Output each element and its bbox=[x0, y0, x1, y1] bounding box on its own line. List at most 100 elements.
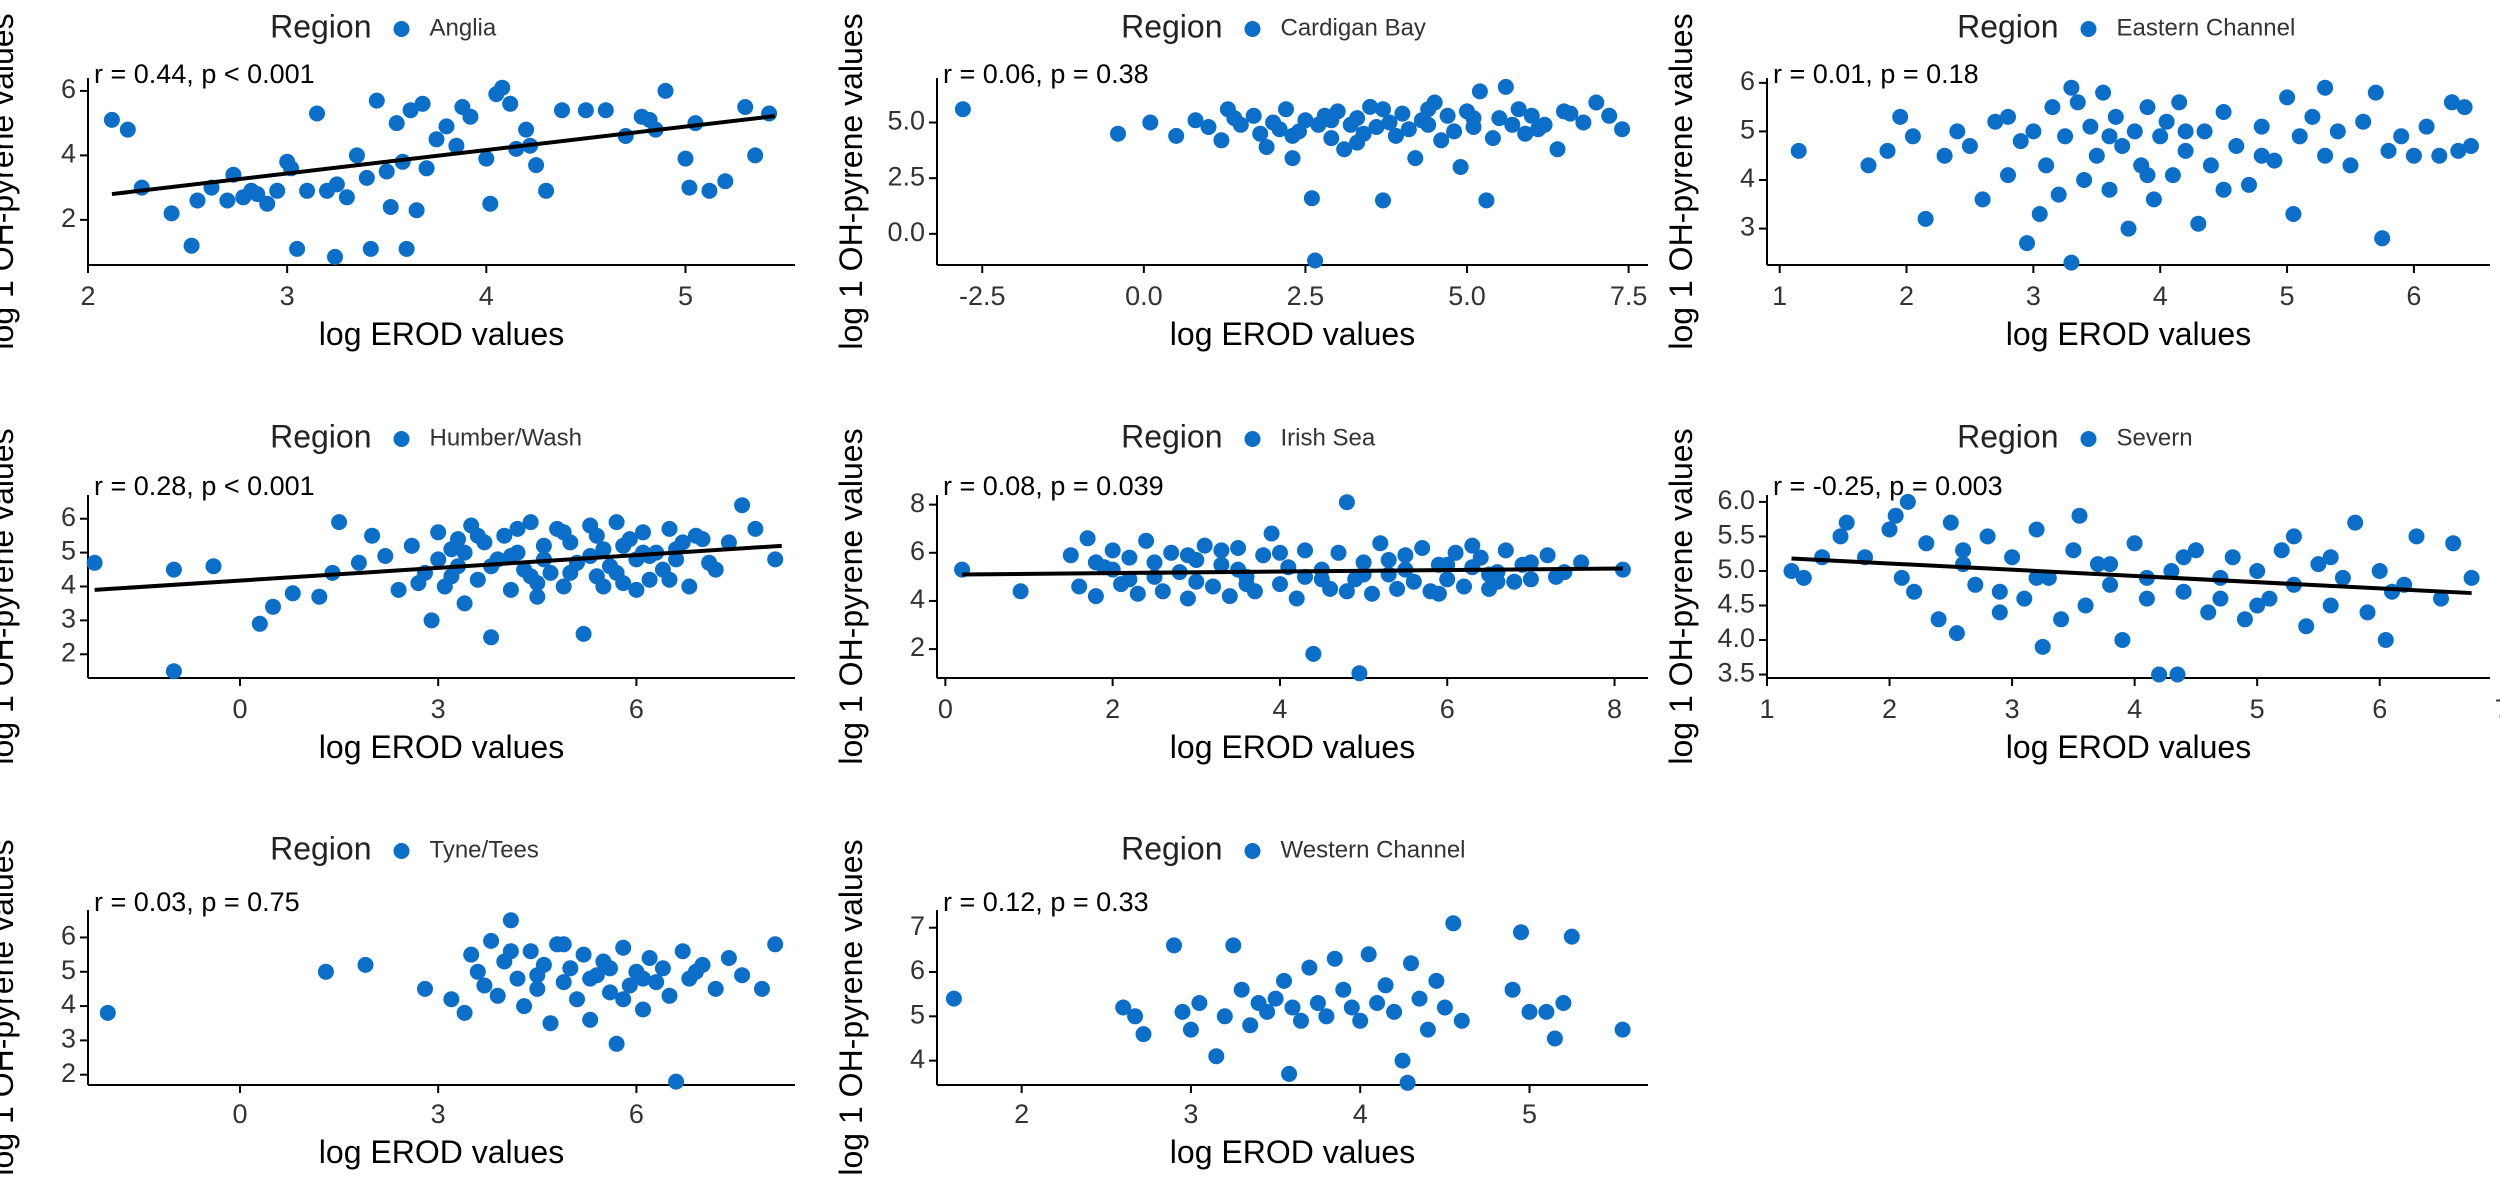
data-point bbox=[2200, 604, 2217, 621]
legend-key bbox=[393, 21, 410, 37]
panel-humber-wash: Region Humber/Wash r = 0.28, p < 0.001 0 3 6 2… bbox=[0, 418, 795, 765]
data-point bbox=[1887, 507, 1904, 524]
data-point bbox=[1326, 950, 1343, 967]
data-point bbox=[2190, 215, 2207, 232]
data-point bbox=[327, 248, 343, 265]
data-point bbox=[720, 950, 737, 966]
data-point bbox=[2380, 142, 2397, 159]
data-point bbox=[628, 581, 645, 598]
data-point bbox=[2102, 556, 2119, 573]
data-point bbox=[1121, 571, 1138, 588]
data-point bbox=[1420, 116, 1437, 133]
panel-irish-sea: Region Irish Sea r = 0.08, p = 0.039 0 2 4 6 8 2… bbox=[833, 418, 1648, 765]
data-point bbox=[2101, 181, 2118, 198]
y-tick-label: 0.0 bbox=[887, 217, 925, 247]
data-point bbox=[2038, 157, 2055, 174]
data-point bbox=[2065, 542, 2082, 559]
y-tick-label: 2 bbox=[61, 637, 76, 667]
data-point bbox=[2463, 569, 2480, 586]
data-point bbox=[462, 108, 479, 125]
data-point bbox=[1255, 547, 1272, 564]
data-point bbox=[1323, 130, 1340, 147]
data-point bbox=[1539, 547, 1556, 564]
data-point bbox=[2418, 118, 2435, 135]
data-point bbox=[331, 514, 348, 531]
data-point bbox=[555, 578, 572, 595]
data-point bbox=[1790, 142, 1807, 159]
data-point bbox=[1906, 583, 1923, 600]
y-tick-label: 2 bbox=[61, 1058, 76, 1088]
data-point bbox=[641, 571, 658, 588]
data-point bbox=[259, 195, 276, 212]
data-point bbox=[165, 561, 182, 578]
data-point bbox=[1104, 542, 1121, 559]
data-point bbox=[2101, 128, 2118, 145]
data-point bbox=[1221, 588, 1238, 605]
data-point bbox=[2171, 94, 2188, 111]
data-point bbox=[1258, 139, 1275, 155]
data-point bbox=[2016, 590, 2033, 607]
data-point bbox=[2077, 597, 2094, 614]
y-tick-label: 3.5 bbox=[1717, 658, 1755, 688]
data-point bbox=[635, 1001, 651, 1018]
data-point bbox=[1166, 937, 1182, 954]
data-point bbox=[1313, 571, 1330, 588]
data-point bbox=[2202, 157, 2219, 174]
data-point bbox=[338, 189, 355, 206]
data-point bbox=[747, 147, 764, 164]
data-point bbox=[2071, 507, 2088, 524]
data-point bbox=[621, 977, 638, 994]
data-point bbox=[1263, 525, 1280, 542]
data-point bbox=[438, 118, 455, 135]
data-point bbox=[1838, 514, 1855, 531]
x-axis-label: log EROD values bbox=[319, 1134, 564, 1170]
data-point bbox=[1394, 105, 1411, 122]
data-point bbox=[529, 967, 546, 984]
data-point bbox=[2279, 89, 2296, 106]
data-point bbox=[717, 173, 734, 190]
data-point bbox=[2145, 191, 2162, 208]
data-point bbox=[456, 544, 473, 561]
data-point bbox=[502, 548, 519, 564]
data-point bbox=[522, 568, 539, 585]
trend-line bbox=[1791, 556, 2472, 596]
data-point bbox=[469, 963, 486, 980]
data-point bbox=[2347, 514, 2364, 531]
legend-label: Irish Sea bbox=[1281, 424, 1376, 451]
data-point bbox=[1513, 924, 1529, 941]
x-tick-label: 2 bbox=[80, 281, 95, 311]
data-point bbox=[1238, 576, 1255, 593]
x-tick-label: 2 bbox=[1899, 281, 1914, 311]
legend-title: Region bbox=[270, 8, 371, 44]
x-tick-label: 4 bbox=[2127, 694, 2142, 724]
x-tick-label: 8 bbox=[1607, 694, 1622, 724]
legend-title: Region bbox=[1121, 830, 1222, 866]
data-point bbox=[1338, 583, 1355, 600]
data-point bbox=[615, 991, 632, 1008]
data-point bbox=[1297, 112, 1314, 129]
data-point bbox=[2114, 138, 2131, 154]
data-point bbox=[1795, 569, 1812, 586]
legend-key bbox=[2080, 21, 2097, 37]
data-point bbox=[1187, 112, 1204, 129]
legend-label: Cardigan Bay bbox=[1281, 14, 1426, 41]
data-point bbox=[577, 102, 594, 119]
data-point bbox=[1456, 578, 1472, 595]
data-point bbox=[1936, 147, 1953, 164]
data-point bbox=[1948, 625, 1965, 642]
data-point bbox=[1892, 108, 1909, 125]
data-point bbox=[1506, 573, 1523, 590]
data-point bbox=[502, 912, 519, 929]
data-point bbox=[430, 524, 447, 541]
data-point bbox=[2359, 604, 2376, 621]
data-point bbox=[443, 568, 460, 585]
x-tick-label: 6 bbox=[629, 694, 644, 724]
x-axis-label: log EROD values bbox=[1170, 729, 1415, 765]
data-point bbox=[2310, 556, 2327, 573]
stats-annotation: r = 0.08, p = 0.039 bbox=[943, 471, 1164, 501]
legend-key bbox=[2080, 431, 2097, 447]
data-point bbox=[1309, 995, 1326, 1011]
data-point bbox=[362, 240, 379, 257]
x-tick-label: 3 bbox=[431, 1099, 446, 1129]
x-tick-label: 6 bbox=[1440, 694, 1455, 724]
